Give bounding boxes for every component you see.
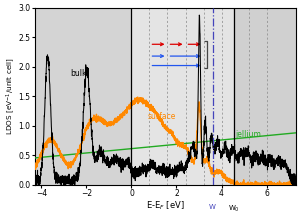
Text: jellium: jellium [235,130,261,139]
X-axis label: E-E$_F$ [eV]: E-E$_F$ [eV] [146,199,184,212]
Text: surface: surface [147,112,176,121]
Y-axis label: LDOS [eV$^{-1}$/unit cell]: LDOS [eV$^{-1}$/unit cell] [4,57,17,135]
Bar [234,8,296,185]
Bar [34,8,131,185]
Bar [131,8,296,185]
Text: W$_0$: W$_0$ [228,204,240,214]
Text: bulk: bulk [71,69,87,77]
Text: W: W [209,204,216,210]
